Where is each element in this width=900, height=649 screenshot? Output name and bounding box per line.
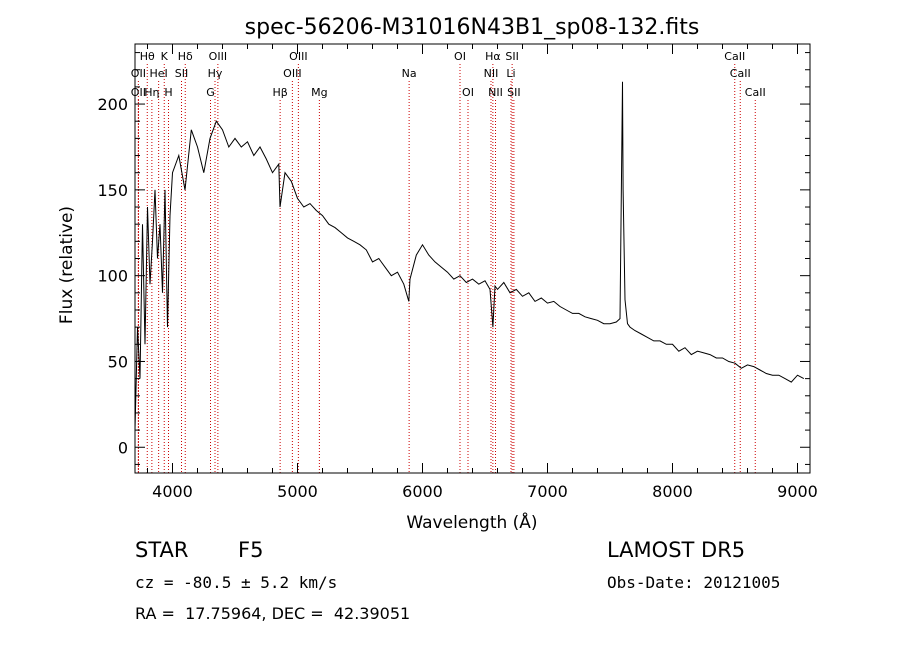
spectral-line-label: NII (488, 86, 503, 99)
y-tick-label: 100 (97, 267, 128, 286)
y-tick-label: 0 (118, 438, 128, 457)
x-tick-label: 9000 (777, 482, 818, 501)
y-tick-label: 200 (97, 95, 128, 114)
plot-frame (134, 43, 811, 474)
y-tick-label: 150 (97, 181, 128, 200)
spectral-line-label: SII (175, 67, 188, 80)
spectral-line-label: OI (462, 86, 474, 99)
spectral-line-label: NII (484, 67, 499, 80)
spectral-line-label: Hδ (178, 50, 193, 63)
spectral-line-label: OIII (289, 50, 307, 63)
spectral-line-label: Hη (144, 86, 159, 99)
redshift-velocity: cz = -80.5 ± 5.2 km/s (135, 573, 338, 592)
y-tick-label: 50 (108, 352, 128, 371)
x-tick-label: 7000 (527, 482, 568, 501)
spectral-class: STAR (135, 538, 189, 562)
spectral-line-labels: Hθ K Hδ OIII OIII OI Hα SII CaII OII HeI SII Hγ OIII N… (131, 50, 766, 99)
spectral-line-label: Hγ (208, 67, 223, 80)
spectral-line-label: CaII (724, 50, 745, 63)
spectral-line-label: OIII (209, 50, 227, 63)
spectral-line-label: SII (505, 50, 518, 63)
spectral-line-label: Mg (311, 86, 327, 99)
spectral-line-label: CaII (745, 86, 766, 99)
spectral-subclass: F5 (238, 538, 264, 562)
spectral-line-label: SII (507, 86, 520, 99)
spectrum-line (134, 81, 805, 431)
spectral-line-label: G (206, 86, 215, 99)
plot-axes: 4000 5000 6000 7000 8000 9000 0 50 100 150 200 (97, 44, 818, 501)
spectral-line-label: OII (131, 67, 146, 80)
spectral-line-label: Hθ (140, 50, 155, 63)
spectral-line-label: Li (506, 67, 515, 80)
x-axis-label: Wavelength (Å) (406, 511, 537, 533)
x-tick-label: 6000 (402, 482, 443, 501)
coordinates: RA = 17.75964, DEC = 42.39051 (135, 604, 411, 623)
x-tick-label: 5000 (277, 482, 318, 501)
spectral-line-label: K (161, 50, 169, 63)
spectral-line-label: CaII (730, 67, 751, 80)
y-axis-label: Flux (relative) (57, 206, 77, 324)
x-tick-label: 4000 (152, 482, 193, 501)
x-tick-label: 8000 (652, 482, 693, 501)
spectral-line-label: OIII (283, 67, 301, 80)
chart-title: spec-56206-M31016N43B1_sp08-132.fits (245, 15, 700, 40)
spectral-line-label: OI (454, 50, 466, 63)
spectral-line-label: Hβ (272, 86, 287, 99)
spectral-line-label: H (164, 86, 172, 99)
spectral-line-label: Hα (485, 50, 501, 63)
observation-date: Obs-Date: 20121005 (607, 573, 781, 592)
spectral-line-label: HeI (149, 67, 167, 80)
spectral-line-markers (137, 64, 756, 473)
survey-name: LAMOST DR5 (607, 538, 746, 562)
spectrum-chart: spec-56206-M31016N43B1_sp08-132.fits Wav… (57, 15, 818, 533)
spectral-line-label: Na (402, 67, 417, 80)
